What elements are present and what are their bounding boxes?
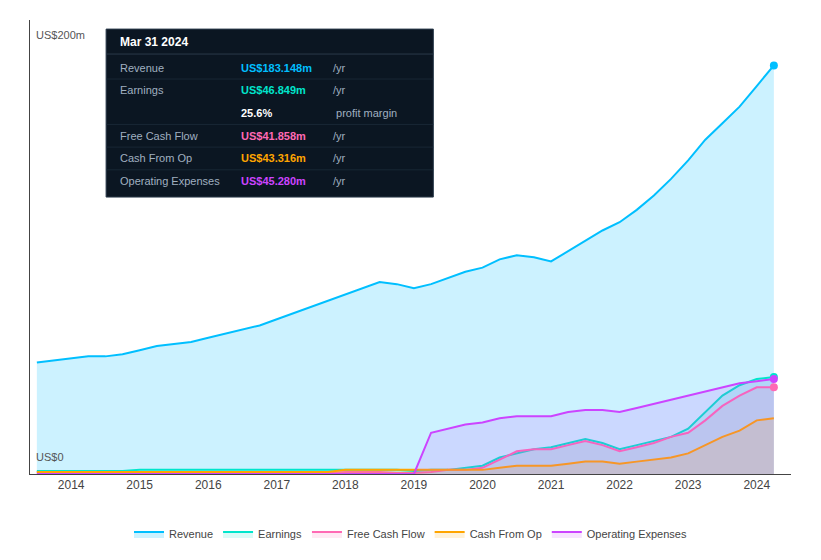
svg-text:Operating Expenses: Operating Expenses <box>587 528 687 540</box>
svg-text:US$43.316m: US$43.316m <box>241 152 306 164</box>
svg-text:25.6%: 25.6% <box>241 107 272 119</box>
svg-text:US$41.858m: US$41.858m <box>241 130 306 142</box>
svg-text:2017: 2017 <box>263 478 290 492</box>
svg-text:Earnings: Earnings <box>120 84 164 96</box>
svg-text:Revenue: Revenue <box>120 62 164 74</box>
svg-text:/yr: /yr <box>333 175 346 187</box>
svg-text:Earnings: Earnings <box>258 528 302 540</box>
svg-text:2016: 2016 <box>195 478 222 492</box>
svg-text:2022: 2022 <box>606 478 633 492</box>
svg-text:2020: 2020 <box>469 478 496 492</box>
svg-text:Operating Expenses: Operating Expenses <box>120 175 220 187</box>
svg-text:US$46.849m: US$46.849m <box>241 84 306 96</box>
svg-text:/yr: /yr <box>333 84 346 96</box>
svg-text:2023: 2023 <box>675 478 702 492</box>
svg-text:Free Cash Flow: Free Cash Flow <box>120 130 198 142</box>
svg-text:2021: 2021 <box>538 478 565 492</box>
svg-text:/yr: /yr <box>333 152 346 164</box>
svg-text:US$0: US$0 <box>36 451 64 463</box>
svg-text:Cash From Op: Cash From Op <box>120 152 192 164</box>
svg-text:US$45.280m: US$45.280m <box>241 175 306 187</box>
svg-text:Free Cash Flow: Free Cash Flow <box>347 528 425 540</box>
svg-text:Revenue: Revenue <box>169 528 213 540</box>
svg-text:US$183.148m: US$183.148m <box>241 62 312 74</box>
svg-text:/yr: /yr <box>333 62 346 74</box>
svg-text:2024: 2024 <box>743 478 770 492</box>
svg-text:2019: 2019 <box>401 478 428 492</box>
svg-text:2015: 2015 <box>126 478 153 492</box>
svg-text:2018: 2018 <box>332 478 359 492</box>
svg-text:Cash From Op: Cash From Op <box>470 528 542 540</box>
svg-text:/yr: /yr <box>333 130 346 142</box>
svg-text:2014: 2014 <box>58 478 85 492</box>
svg-text:US$200m: US$200m <box>36 29 85 41</box>
svg-text:Mar 31 2024: Mar 31 2024 <box>120 35 188 49</box>
svg-text:profit margin: profit margin <box>333 107 397 119</box>
